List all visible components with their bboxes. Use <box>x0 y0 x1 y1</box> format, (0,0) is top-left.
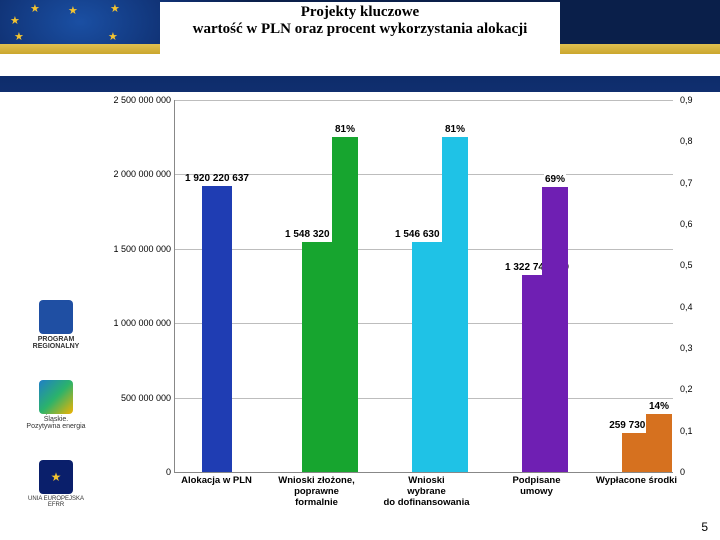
pct-bar-wybrane: 81% <box>442 137 468 472</box>
x-label-wyplaty: Wypłacone środki <box>587 476 686 487</box>
y-tick: 1 500 000 000 <box>111 244 171 254</box>
y-tick: 2 500 000 000 <box>111 95 171 105</box>
slide-title-line1: Projekty kluczowe <box>160 4 560 21</box>
bar-zlozone: 1 548 320 158 <box>302 242 332 472</box>
pct-bar-zlozone: 81% <box>332 137 358 472</box>
pct-bar-umowy: 69% <box>542 187 568 472</box>
x-label-zlozone: Wnioski złożone, poprawne formalnie <box>267 476 366 509</box>
slide-title-line2: wartość w PLN oraz procent wykorzystania… <box>160 21 560 38</box>
pct-label: 14% <box>648 401 670 412</box>
pct-label: 81% <box>334 124 356 135</box>
x-label-wybrane: Wnioski wybrane do dofinansowania <box>377 476 476 509</box>
y2-tick: 0,1 <box>680 426 710 436</box>
chart: 0 500 000 000 1 000 000 000 1 500 000 000 2 … <box>112 100 682 516</box>
y-tick: 500 000 000 <box>111 393 171 403</box>
bar-wybrane: 1 546 630 562 <box>412 242 442 472</box>
y2-tick: 0,2 <box>680 384 710 394</box>
bar-alokacja: 1 920 220 637 <box>202 186 232 472</box>
y2-tick: 0,8 <box>680 136 710 146</box>
x-label-umowy: Podpisane umowy <box>487 476 586 498</box>
header-white-band <box>0 54 720 76</box>
y-tick: 1 000 000 000 <box>111 318 171 328</box>
bar-value-label: 1 920 220 637 <box>185 173 249 184</box>
slide-title: Projekty kluczowe wartość w PLN oraz pro… <box>160 2 560 54</box>
y2-tick: 0,7 <box>680 178 710 188</box>
y2-tick: 0,3 <box>680 343 710 353</box>
x-label-alokacja: Alokacja w PLN <box>167 476 266 487</box>
y2-tick: 0,9 <box>680 95 710 105</box>
plot-area: 0500 000 0001 000 000 0001 500 000 0002 … <box>174 100 673 473</box>
page-number: 5 <box>701 520 708 534</box>
logo-slaskie: Śląskie. Pozytywna energia <box>6 380 106 432</box>
logo-ue-efrr: ★ UNIA EUROPEJSKA EFRR <box>6 460 106 512</box>
logo-program-regionalny: PROGRAM REGIONALNY <box>6 300 106 352</box>
pct-bar-wyplaty: 14% <box>646 414 672 472</box>
y-tick: 2 000 000 000 <box>111 169 171 179</box>
y2-tick: 0,4 <box>680 302 710 312</box>
pct-label: 81% <box>444 124 466 135</box>
y2-tick: 0,6 <box>680 219 710 229</box>
header-blue-band-2 <box>0 76 720 92</box>
y-tick: 0 <box>111 467 171 477</box>
header: ★ ★ ★ ★ ★ ★ Projekty kluczowe wartość w … <box>0 0 720 92</box>
y2-tick: 0,5 <box>680 260 710 270</box>
pct-label: 69% <box>544 174 566 185</box>
